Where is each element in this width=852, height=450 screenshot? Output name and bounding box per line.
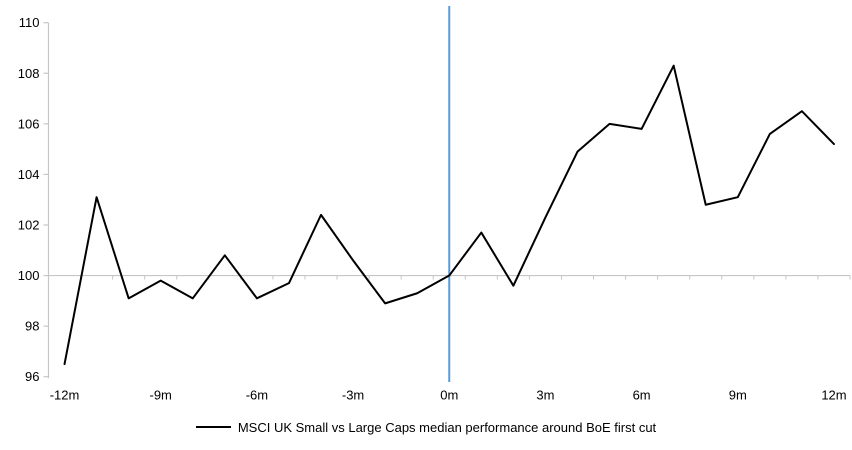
x-tick-label: -12m (50, 388, 80, 403)
y-tick-label: 96 (25, 369, 39, 384)
series-line (63, 64, 835, 366)
legend-line-sample (195, 426, 231, 428)
y-tick-label: 98 (25, 319, 39, 334)
x-tick-label: -3m (342, 388, 364, 403)
x-tick-label: 0m (440, 388, 458, 403)
y-tick-label: 102 (18, 217, 40, 232)
y-tick-label: 108 (18, 66, 40, 81)
chart-legend: MSCI UK Small vs Large Caps median perfo… (0, 417, 852, 437)
y-tick-label: 100 (18, 268, 40, 283)
y-tick-label: 110 (19, 15, 40, 30)
y-tick-label: 104 (18, 167, 40, 182)
x-tick-label: -9m (150, 388, 172, 403)
x-tick-label: 9m (729, 388, 747, 403)
y-tick-label: 106 (18, 116, 40, 131)
x-tick-label: 12m (821, 388, 846, 403)
x-tick-label: -6m (246, 388, 268, 403)
x-tick-label: 3m (536, 388, 554, 403)
legend-label: MSCI UK Small vs Large Caps median perfo… (237, 419, 657, 435)
x-tick-label: 6m (633, 388, 651, 403)
